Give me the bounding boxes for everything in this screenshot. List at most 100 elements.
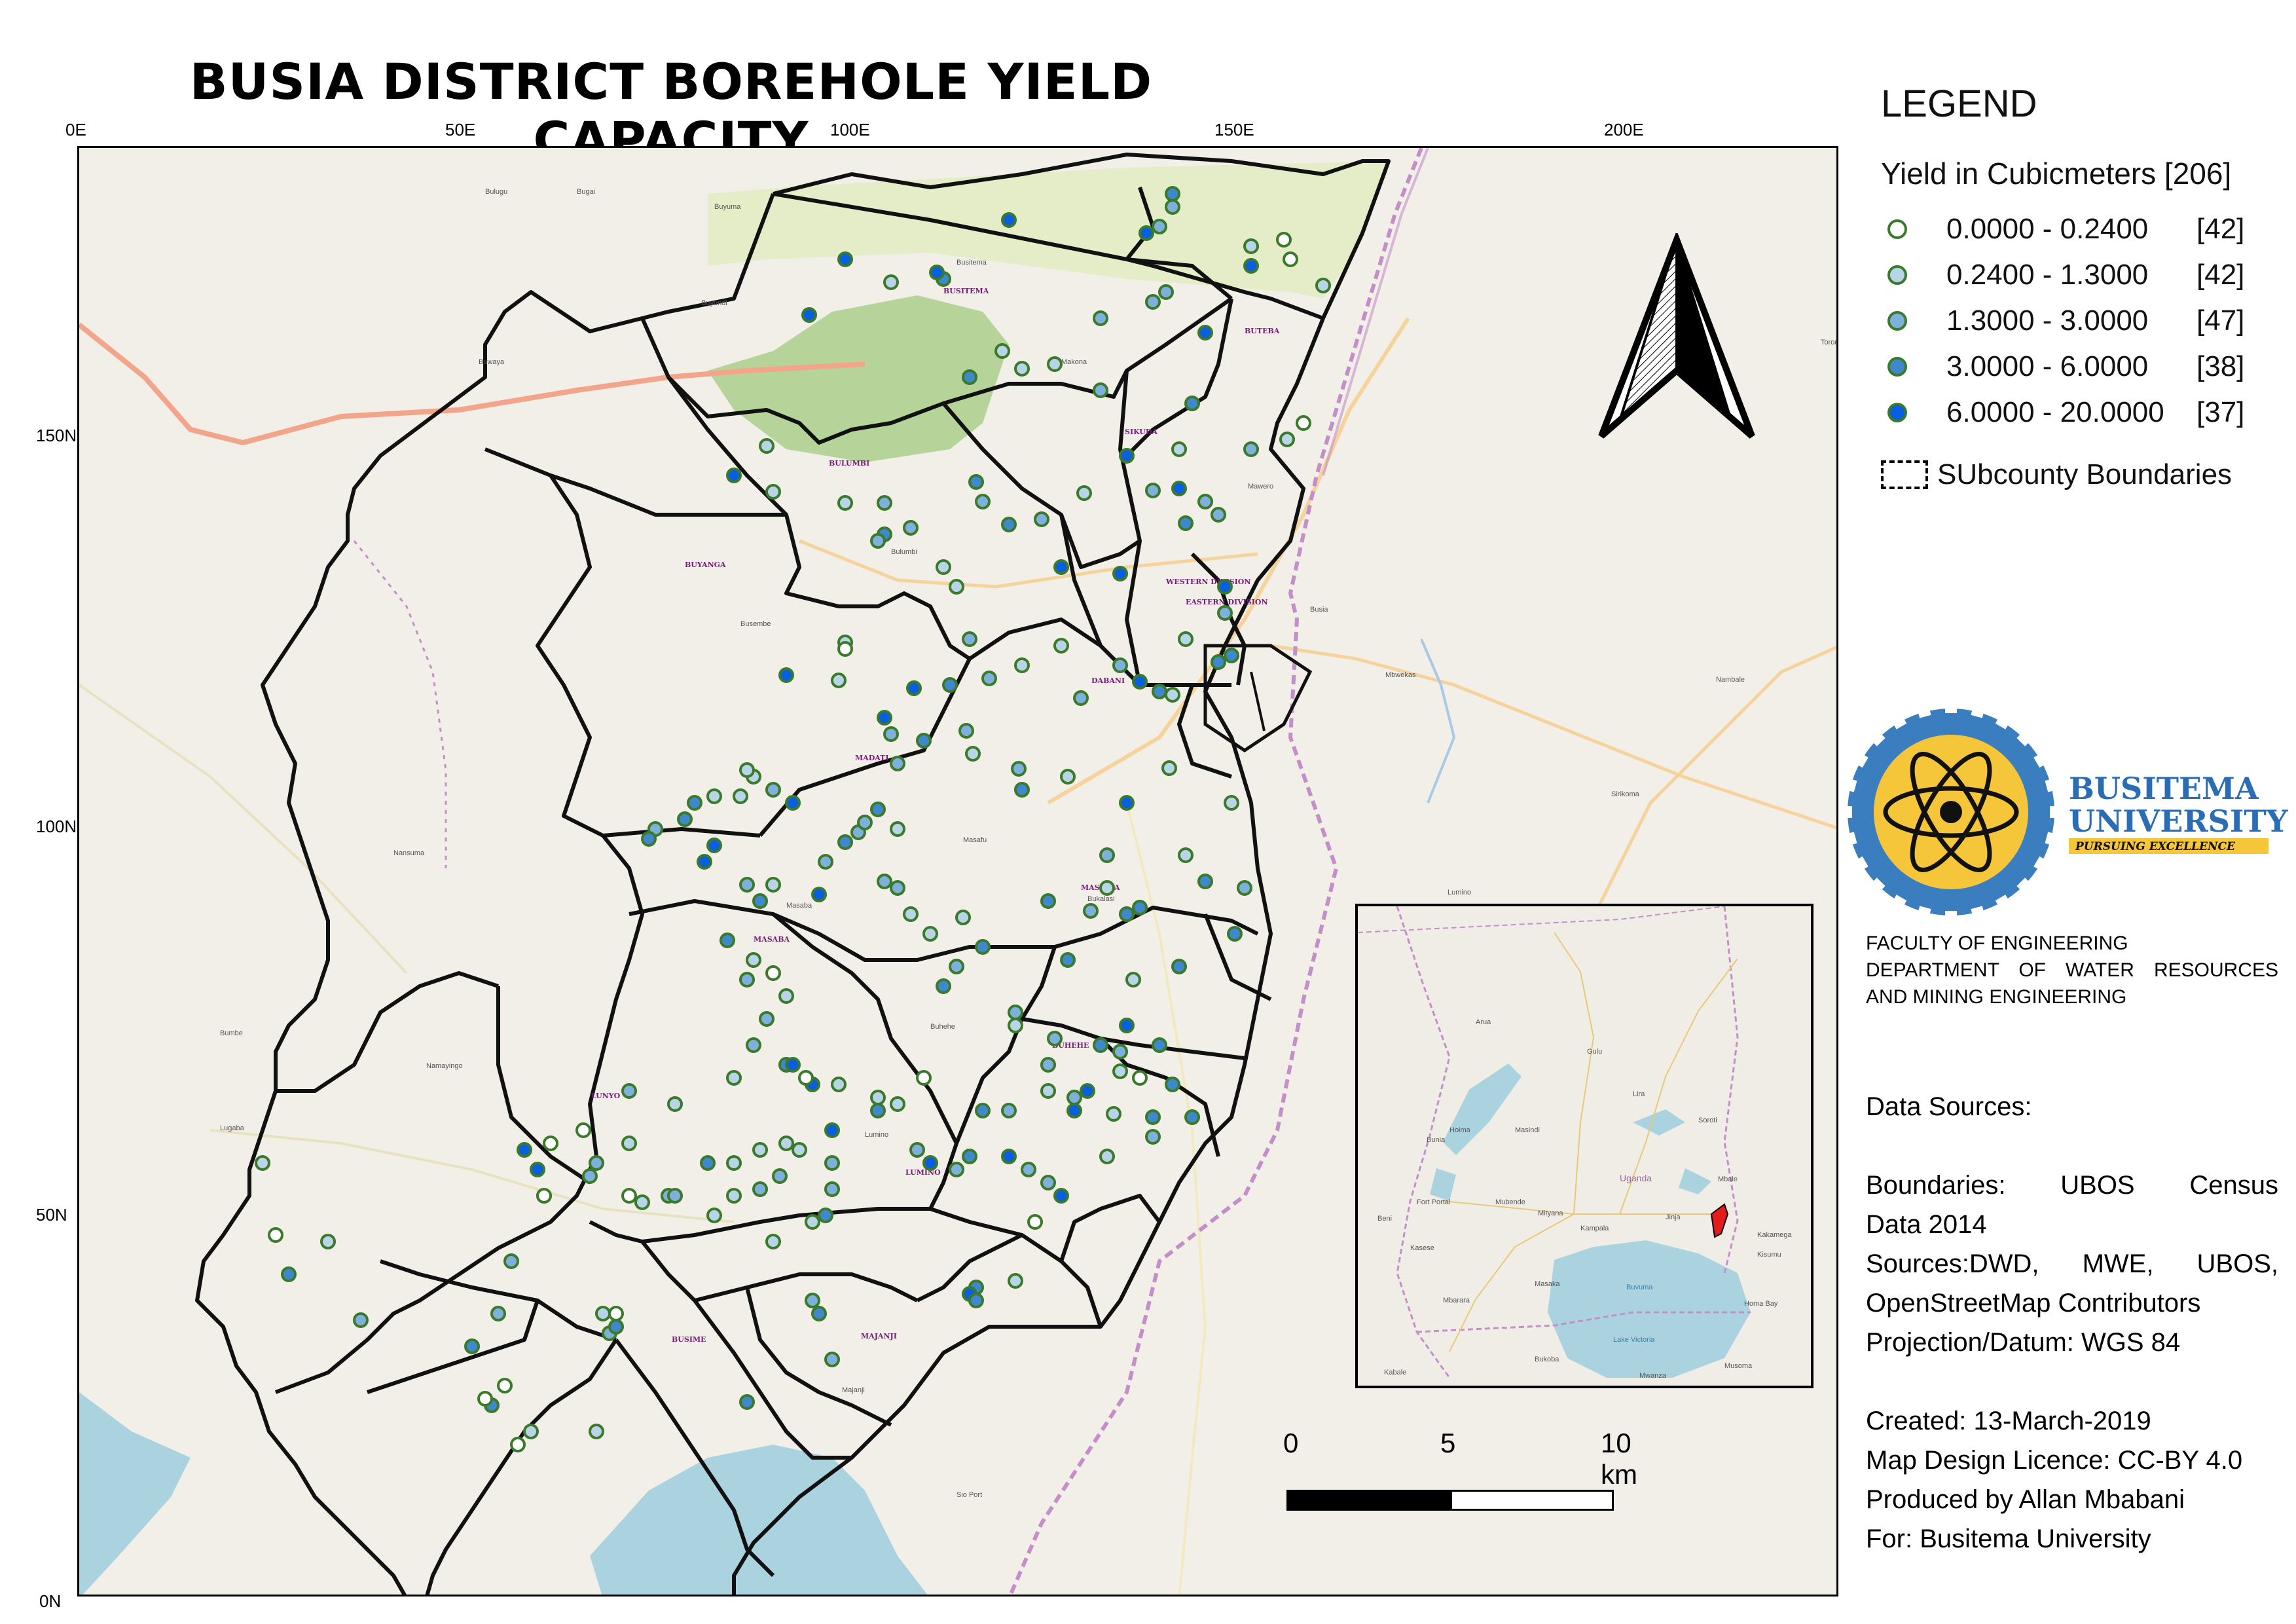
borehole-marker[interactable] — [739, 1394, 755, 1410]
borehole-marker[interactable] — [575, 1122, 591, 1138]
borehole-marker[interactable] — [883, 274, 899, 290]
borehole-marker[interactable] — [903, 906, 919, 922]
borehole-marker[interactable] — [824, 1122, 840, 1138]
borehole-marker[interactable] — [634, 1194, 650, 1210]
borehole-marker[interactable] — [949, 1162, 964, 1177]
borehole-marker[interactable] — [772, 1168, 788, 1184]
borehole-marker[interactable] — [1099, 880, 1115, 896]
borehole-marker[interactable] — [589, 1424, 604, 1439]
borehole-marker[interactable] — [1047, 1031, 1063, 1046]
borehole-marker[interactable] — [805, 1293, 820, 1308]
borehole-marker[interactable] — [1066, 1103, 1082, 1118]
borehole-marker[interactable] — [595, 1306, 611, 1321]
borehole-marker[interactable] — [1152, 684, 1167, 699]
borehole-marker[interactable] — [733, 788, 748, 804]
borehole-marker[interactable] — [1099, 847, 1115, 863]
borehole-marker[interactable] — [785, 1057, 801, 1073]
borehole-marker[interactable] — [831, 673, 847, 688]
borehole-marker[interactable] — [641, 831, 657, 847]
borehole-marker[interactable] — [798, 1070, 814, 1086]
borehole-marker[interactable] — [1040, 1175, 1056, 1190]
borehole-marker[interactable] — [621, 1083, 637, 1099]
borehole-marker[interactable] — [1040, 1057, 1056, 1073]
borehole-marker[interactable] — [890, 821, 905, 837]
borehole-marker[interactable] — [517, 1142, 532, 1158]
borehole-marker[interactable] — [759, 438, 774, 454]
borehole-marker[interactable] — [837, 641, 853, 657]
borehole-marker[interactable] — [503, 1253, 519, 1269]
borehole-marker[interactable] — [792, 1142, 807, 1158]
borehole-marker[interactable] — [1106, 1106, 1121, 1122]
borehole-marker[interactable] — [1171, 481, 1187, 496]
borehole-marker[interactable] — [968, 1293, 984, 1308]
borehole-marker[interactable] — [1178, 631, 1194, 647]
borehole-marker[interactable] — [883, 726, 899, 742]
borehole-marker[interactable] — [1184, 1109, 1200, 1125]
borehole-marker[interactable] — [837, 834, 853, 850]
borehole-marker[interactable] — [589, 1155, 604, 1171]
borehole-marker[interactable] — [1243, 258, 1259, 274]
borehole-marker[interactable] — [1152, 1037, 1167, 1053]
borehole-marker[interactable] — [1165, 186, 1180, 202]
borehole-marker[interactable] — [955, 910, 971, 925]
borehole-marker[interactable] — [909, 1142, 925, 1158]
borehole-marker[interactable] — [1184, 396, 1200, 411]
borehole-marker[interactable] — [726, 1188, 742, 1204]
borehole-marker[interactable] — [870, 1103, 886, 1118]
borehole-marker[interactable] — [778, 988, 794, 1004]
borehole-marker[interactable] — [1139, 225, 1154, 241]
borehole-marker[interactable] — [765, 782, 781, 798]
borehole-marker[interactable] — [726, 1070, 742, 1086]
borehole-marker[interactable] — [1145, 1109, 1161, 1125]
borehole-marker[interactable] — [477, 1391, 493, 1407]
borehole-marker[interactable] — [1093, 382, 1108, 398]
borehole-marker[interactable] — [1060, 952, 1076, 968]
borehole-marker[interactable] — [1171, 441, 1187, 457]
borehole-marker[interactable] — [697, 854, 712, 870]
borehole-marker[interactable] — [824, 1155, 840, 1171]
borehole-marker[interactable] — [1034, 511, 1049, 527]
borehole-marker[interactable] — [870, 533, 886, 549]
borehole-marker[interactable] — [1073, 690, 1089, 706]
borehole-marker[interactable] — [726, 468, 742, 483]
borehole-marker[interactable] — [975, 494, 991, 509]
borehole-marker[interactable] — [1119, 906, 1135, 922]
borehole-marker[interactable] — [1008, 1273, 1023, 1289]
borehole-marker[interactable] — [1119, 795, 1135, 811]
borehole-marker[interactable] — [949, 959, 964, 974]
borehole-marker[interactable] — [752, 1142, 768, 1158]
borehole-marker[interactable] — [739, 877, 755, 893]
borehole-marker[interactable] — [785, 795, 801, 811]
borehole-marker[interactable] — [1276, 232, 1292, 248]
borehole-marker[interactable] — [1178, 515, 1194, 531]
borehole-marker[interactable] — [1132, 900, 1148, 915]
borehole-marker[interactable] — [949, 579, 964, 595]
borehole-marker[interactable] — [936, 978, 951, 994]
borehole-marker[interactable] — [1040, 1083, 1056, 1099]
borehole-marker[interactable] — [962, 631, 977, 647]
borehole-marker[interactable] — [582, 1168, 598, 1184]
borehole-marker[interactable] — [1008, 1005, 1023, 1020]
borehole-marker[interactable] — [1237, 880, 1252, 896]
borehole-marker[interactable] — [831, 1077, 847, 1092]
borehole-marker[interactable] — [765, 484, 781, 500]
borehole-marker[interactable] — [958, 723, 974, 739]
borehole-marker[interactable] — [962, 369, 977, 385]
borehole-marker[interactable] — [870, 802, 886, 817]
borehole-marker[interactable] — [464, 1338, 480, 1354]
borehole-marker[interactable] — [1008, 1018, 1023, 1033]
borehole-marker[interactable] — [837, 251, 853, 267]
borehole-marker[interactable] — [877, 874, 892, 889]
borehole-marker[interactable] — [1001, 1103, 1017, 1118]
borehole-marker[interactable] — [1083, 903, 1099, 919]
borehole-marker[interactable] — [1040, 893, 1056, 909]
borehole-marker[interactable] — [1224, 648, 1239, 663]
borehole-marker[interactable] — [1161, 760, 1177, 776]
borehole-marker[interactable] — [981, 671, 997, 686]
borehole-marker[interactable] — [667, 1096, 683, 1112]
borehole-marker[interactable] — [824, 1181, 840, 1197]
borehole-marker[interactable] — [1211, 507, 1226, 523]
borehole-marker[interactable] — [916, 1070, 932, 1086]
borehole-marker[interactable] — [1093, 1037, 1108, 1053]
borehole-marker[interactable] — [1197, 494, 1213, 509]
